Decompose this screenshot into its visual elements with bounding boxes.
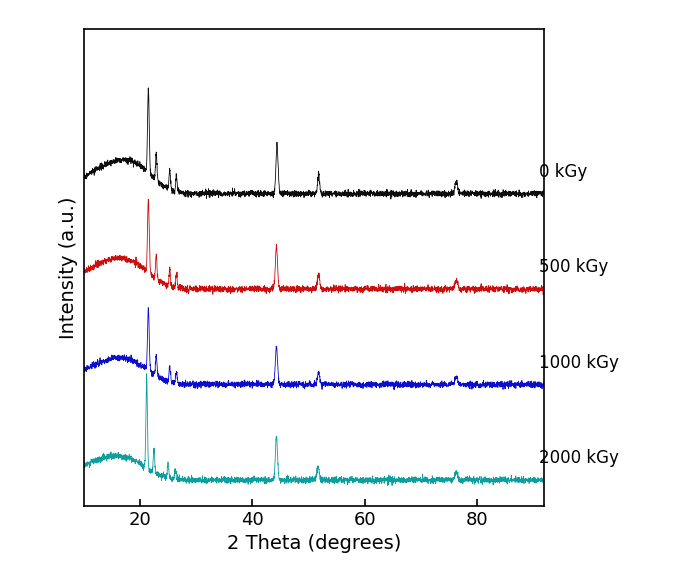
X-axis label: 2 Theta (degrees): 2 Theta (degrees) — [227, 534, 401, 553]
Text: 500 kGy: 500 kGy — [539, 258, 608, 277]
Text: 2000 kGy: 2000 kGy — [539, 449, 618, 467]
Text: 0 kGy: 0 kGy — [539, 163, 587, 181]
Text: 1000 kGy: 1000 kGy — [539, 354, 618, 372]
Y-axis label: Intensity (a.u.): Intensity (a.u.) — [59, 196, 78, 339]
